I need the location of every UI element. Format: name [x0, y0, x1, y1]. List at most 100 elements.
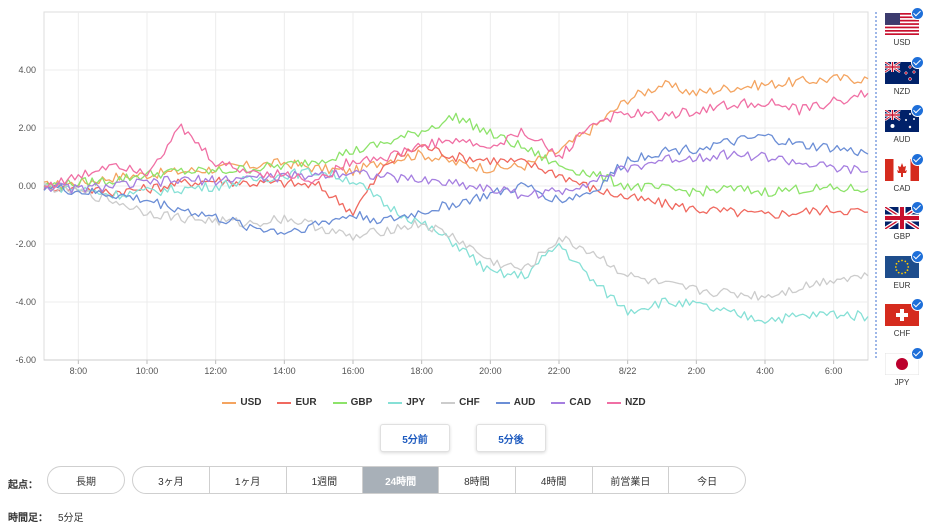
origin-label: 起点：	[8, 480, 38, 491]
legend-item-jpy[interactable]: JPY	[388, 397, 425, 408]
chart-plot: 4.00 2.00 0.00 -2.00 -4.00 -6.00 8:00 10:00 12:0…	[15, 11, 877, 376]
legend-swatch	[551, 401, 566, 404]
currency-toggle-nzd[interactable]: NZD	[884, 55, 924, 96]
interval-value: 5分足	[58, 513, 84, 524]
legend-item-eur[interactable]: EUR	[277, 397, 317, 408]
currency-code: EUR	[893, 280, 911, 290]
range-button-2[interactable]: 1週間	[287, 467, 364, 493]
currency-code: NZD	[893, 86, 911, 96]
x-tick-label: 8:00	[70, 366, 88, 376]
currency-toggle-jpy[interactable]: JPY	[884, 346, 924, 387]
x-tick-label: 14:00	[273, 366, 296, 376]
currency-toggle-gbp[interactable]: GBP	[884, 201, 924, 241]
series-line-usd	[43, 74, 869, 191]
eu-flag-icon	[885, 249, 924, 278]
legend-item-nzd[interactable]: NZD	[607, 397, 646, 408]
legend-label: GBP	[350, 397, 373, 408]
currency-toggle-aud[interactable]: AUD	[884, 104, 924, 144]
x-tick-label: 2:00	[688, 366, 706, 376]
legend-swatch	[332, 401, 347, 404]
currency-code: AUD	[893, 135, 911, 144]
legend-label: CHF	[459, 397, 480, 408]
x-tick-label: 18:00	[410, 366, 433, 376]
legend-item-gbp[interactable]: GBP	[332, 397, 373, 408]
legend-item-aud[interactable]: AUD	[495, 397, 536, 408]
series-line-cad	[43, 149, 869, 200]
legend-label: NZD	[625, 397, 646, 408]
range-button-7[interactable]: 今日	[697, 476, 718, 488]
currency-code: CHF	[893, 329, 911, 338]
currency-code: USD	[893, 38, 911, 47]
y-tick-label: -2.00	[15, 239, 36, 249]
currency-code: JPY	[894, 377, 910, 387]
prev-5min-button[interactable]: 5分前	[380, 424, 450, 452]
range-button-6[interactable]: 前営業日	[593, 467, 670, 493]
range-button-0[interactable]: 3ヶ月	[133, 467, 210, 493]
legend-swatch	[441, 401, 456, 404]
y-tick-label: -4.00	[15, 297, 36, 307]
legend-label: CAD	[569, 397, 592, 408]
checkmark-icon	[911, 104, 924, 117]
legend-item-usd[interactable]: USD	[222, 397, 261, 408]
us-flag-icon	[885, 7, 924, 35]
x-tick-label: 10:00	[136, 366, 159, 376]
next-5min-button[interactable]: 5分後	[476, 424, 546, 452]
au-flag-icon	[885, 104, 924, 132]
chart-series	[43, 74, 869, 324]
chart-axes: 4.00 2.00 0.00 -2.00 -4.00 -6.00 8:00 10:00 12:0…	[15, 65, 868, 376]
legend-label: AUD	[513, 397, 536, 408]
legend-label: USD	[240, 397, 262, 408]
x-tick-label: 20:00	[479, 366, 502, 376]
x-tick-label: 12:00	[204, 366, 227, 376]
range-button-3[interactable]: 24時間	[363, 467, 439, 493]
interval-row: 時間足： 5分足	[8, 509, 84, 524]
y-tick-label: 4.00	[18, 65, 36, 75]
currency-code: GBP	[893, 232, 911, 241]
x-tick-label: 6:00	[825, 366, 843, 376]
series-line-gbp	[43, 112, 869, 197]
y-tick-label: -6.00	[15, 355, 36, 365]
series-line-chf	[43, 182, 869, 301]
checkmark-icon	[911, 201, 924, 214]
jp-flag-icon	[885, 346, 924, 375]
checkmark-icon	[911, 7, 924, 20]
checkmark-icon	[911, 298, 924, 311]
x-tick-label: 22:00	[548, 366, 571, 376]
series-line-jpy	[43, 167, 869, 324]
x-tick-label: 16:00	[342, 366, 365, 376]
nz-flag-icon	[885, 55, 924, 84]
legend-swatch	[495, 401, 510, 404]
legend-swatch	[388, 401, 403, 404]
chart-legend: USD EUR GBP JPY CHF AUD CAD NZD	[0, 397, 868, 408]
checkmark-icon	[911, 152, 924, 166]
y-tick-label: 2.00	[18, 123, 36, 133]
interval-label: 時間足：	[8, 513, 48, 524]
checkmark-icon	[911, 55, 924, 69]
range-button-1[interactable]: 1ヶ月	[210, 467, 287, 493]
range-button-5[interactable]: 4時間	[516, 467, 593, 493]
currency-toggle-usd[interactable]: USD	[884, 7, 924, 47]
range-long-group: 長期	[47, 466, 125, 494]
uk-flag-icon	[885, 201, 924, 229]
range-long-button[interactable]: 長期	[76, 476, 96, 488]
ch-flag-icon	[885, 298, 924, 326]
currency-toggle-chf[interactable]: CHF	[884, 298, 924, 338]
series-line-aud	[43, 133, 869, 235]
range-button-4[interactable]: 8時間	[439, 467, 516, 493]
legend-label: JPY	[406, 397, 426, 408]
currency-toggle-eur[interactable]: EUR	[884, 249, 924, 290]
x-tick-label: 4:00	[756, 366, 774, 376]
y-tick-label: 0.00	[18, 181, 36, 191]
checkmark-icon	[911, 346, 924, 360]
range-selector: 3ヶ月 1ヶ月 1週間 24時間 8時間 4時間 前営業日 今日	[132, 466, 746, 494]
checkmark-icon	[911, 249, 924, 263]
legend-swatch	[277, 401, 292, 404]
legend-swatch	[222, 401, 237, 404]
series-line-eur	[43, 144, 869, 219]
currency-toggle-cad[interactable]: CAD	[884, 152, 924, 193]
legend-item-chf[interactable]: CHF	[441, 397, 480, 408]
x-tick-label: 8/22	[619, 366, 637, 376]
legend-item-cad[interactable]: CAD	[551, 397, 591, 408]
legend-label: EUR	[295, 397, 317, 408]
ca-flag-icon	[885, 152, 924, 181]
